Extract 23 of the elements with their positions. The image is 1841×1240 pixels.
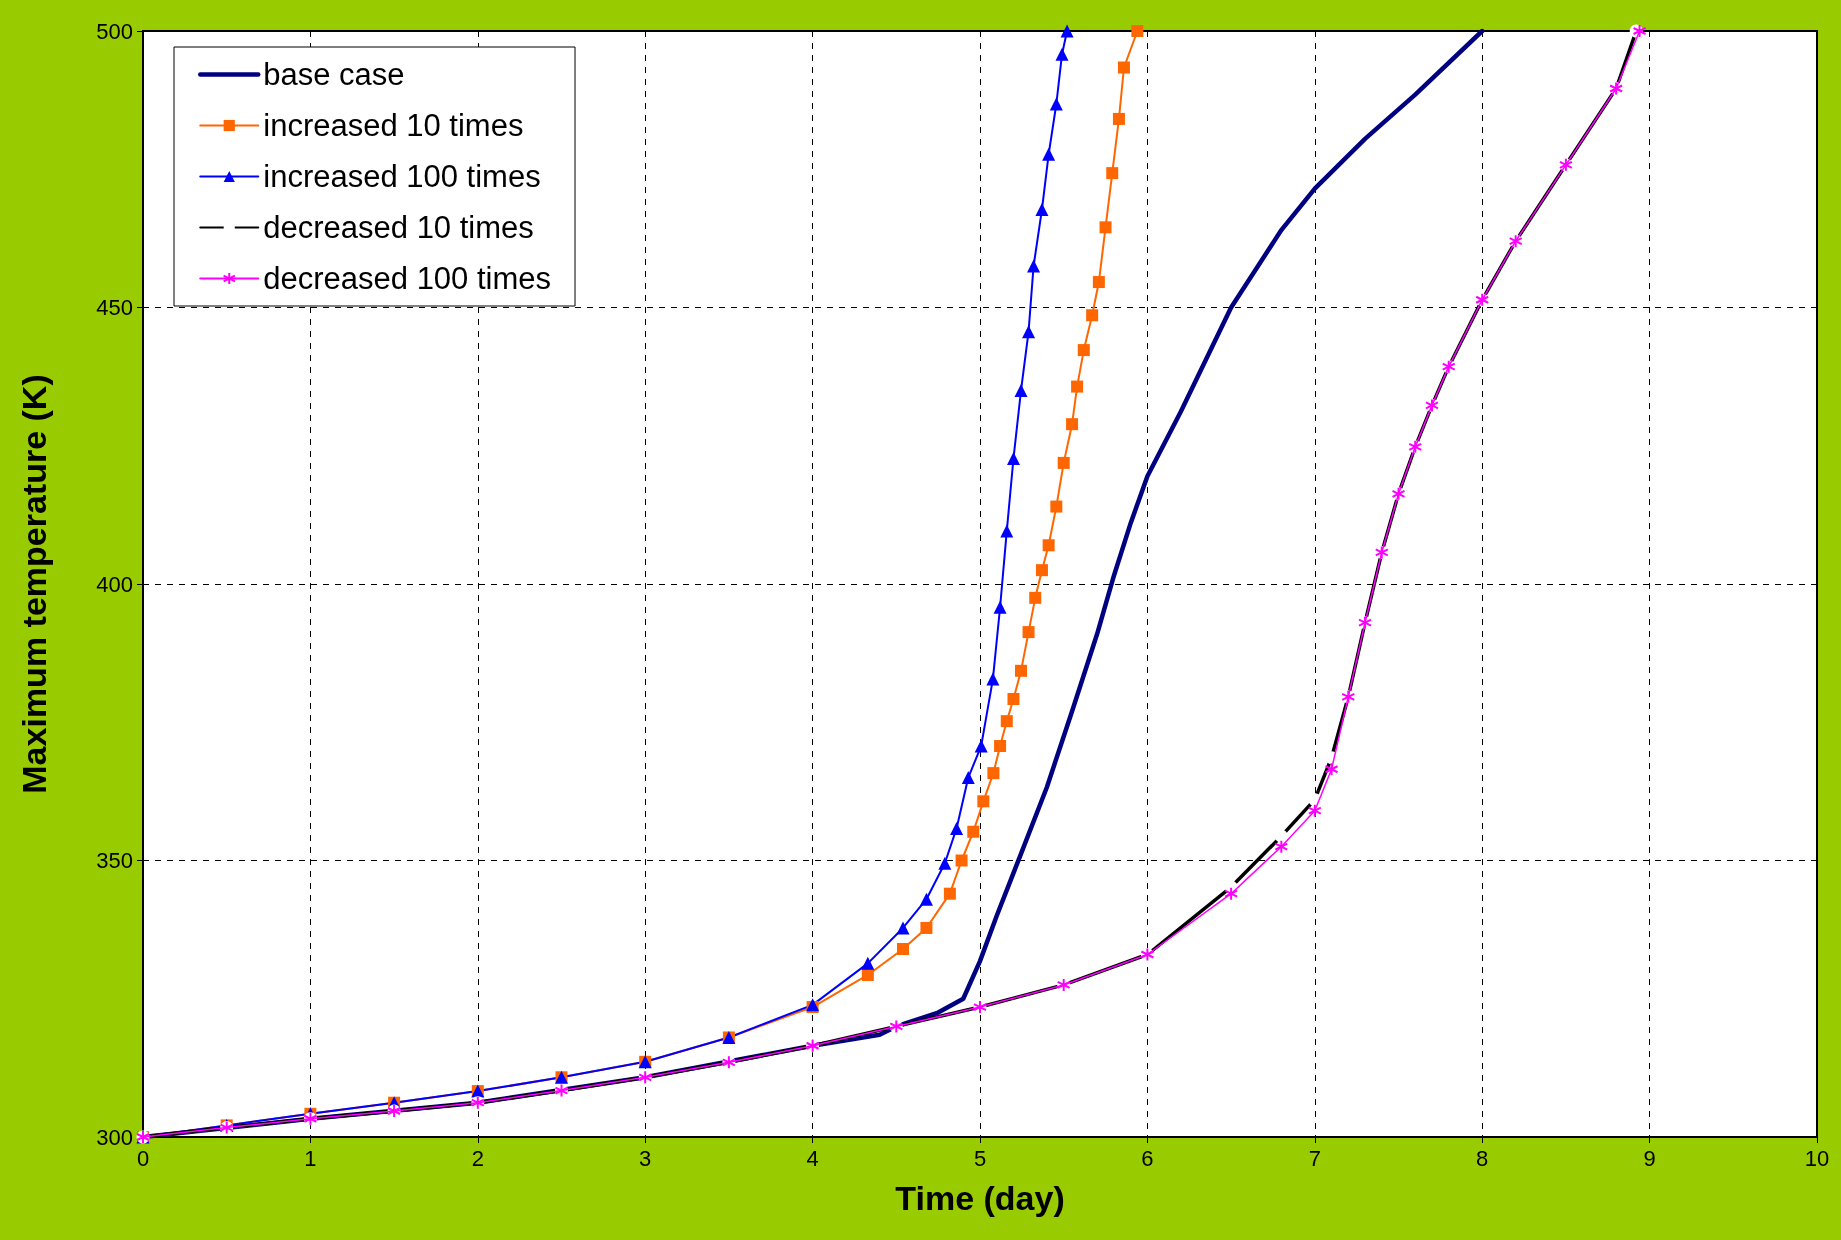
x-tick-label: 9 bbox=[1643, 1145, 1656, 1171]
x-tick-label: 2 bbox=[471, 1145, 484, 1171]
x-tick-label: 1 bbox=[304, 1145, 317, 1171]
x-tick-label: 8 bbox=[1476, 1145, 1489, 1171]
y-tick-label: 500 bbox=[96, 18, 133, 44]
legend-label: increased 100 times bbox=[263, 159, 541, 194]
legend-label: increased 10 times bbox=[263, 108, 524, 143]
x-tick-label: 7 bbox=[1308, 1145, 1321, 1171]
legend-label: decreased 100 times bbox=[263, 261, 552, 296]
y-tick-label: 450 bbox=[96, 295, 133, 320]
y-tick-label: 350 bbox=[96, 848, 133, 873]
x-tick-label: 5 bbox=[973, 1145, 987, 1171]
y-axis-title: Maximum temperature (K) bbox=[15, 374, 53, 794]
x-tick-label: 6 bbox=[1141, 1145, 1154, 1171]
y-tick-label: 300 bbox=[96, 1124, 133, 1150]
legend-label: decreased 10 times bbox=[263, 210, 534, 245]
x-tick-label: 3 bbox=[639, 1145, 652, 1171]
x-tick-label: 0 bbox=[136, 1145, 150, 1171]
y-tick-label: 400 bbox=[96, 571, 133, 597]
x-tick-label: 4 bbox=[806, 1145, 819, 1171]
x-tick-label: 10 bbox=[1804, 1145, 1830, 1171]
x-axis-title: Time (day) bbox=[895, 1179, 1065, 1217]
legend-label: base case bbox=[263, 57, 405, 92]
